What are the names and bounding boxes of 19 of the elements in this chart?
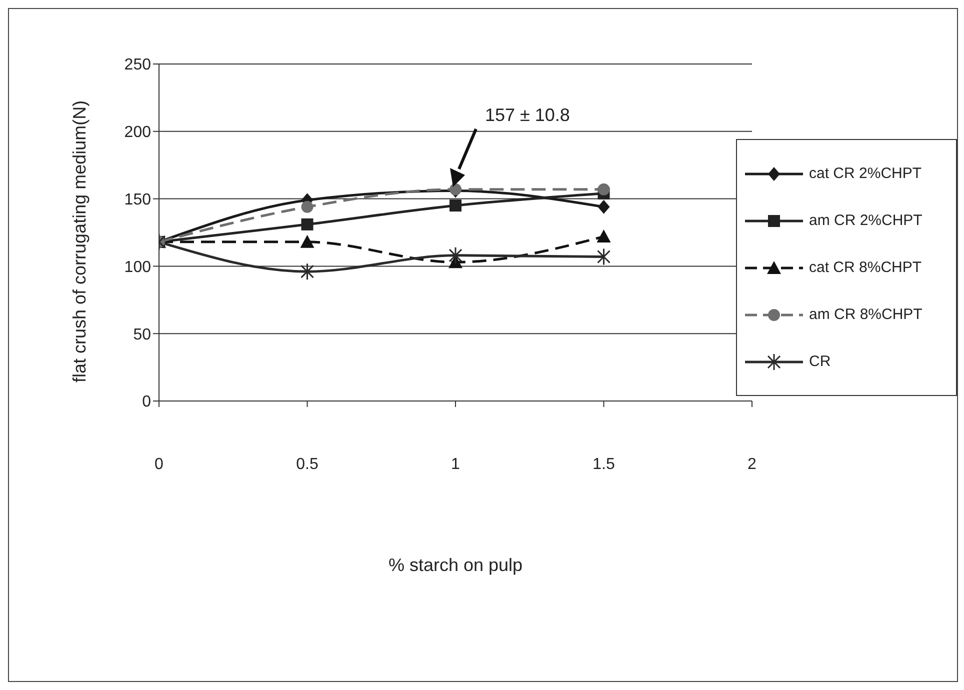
x-tick-label: 0 <box>154 456 164 473</box>
y-tick-label: 200 <box>124 124 152 142</box>
x-tick-label: 0.5 <box>296 456 318 473</box>
y-tick-label: 150 <box>124 191 152 208</box>
legend-label: am CR 8%CHPT <box>809 306 922 323</box>
annotation: 157 ± 10.8 <box>485 105 570 126</box>
legend-label: am CR 2%CHPT <box>809 212 922 229</box>
legend-label: cat CR 8%CHPT <box>809 259 922 276</box>
y-axis-title: flat crush of corrugating medium(N) <box>69 100 90 382</box>
x-tick-label: 1 <box>451 456 460 473</box>
x-axis-title: % starch on pulp <box>388 555 523 575</box>
y-tick-label: 0 <box>142 394 152 411</box>
x-tick-label: 2 <box>748 456 757 473</box>
legend-label: CR <box>809 353 831 370</box>
y-tick-label: 100 <box>124 258 152 276</box>
legend-label: cat CR 2%CHPT <box>809 165 922 182</box>
y-tick-label: 50 <box>133 326 152 344</box>
x-tick-label: 1.5 <box>592 456 615 473</box>
y-tick-label: 250 <box>124 56 152 74</box>
